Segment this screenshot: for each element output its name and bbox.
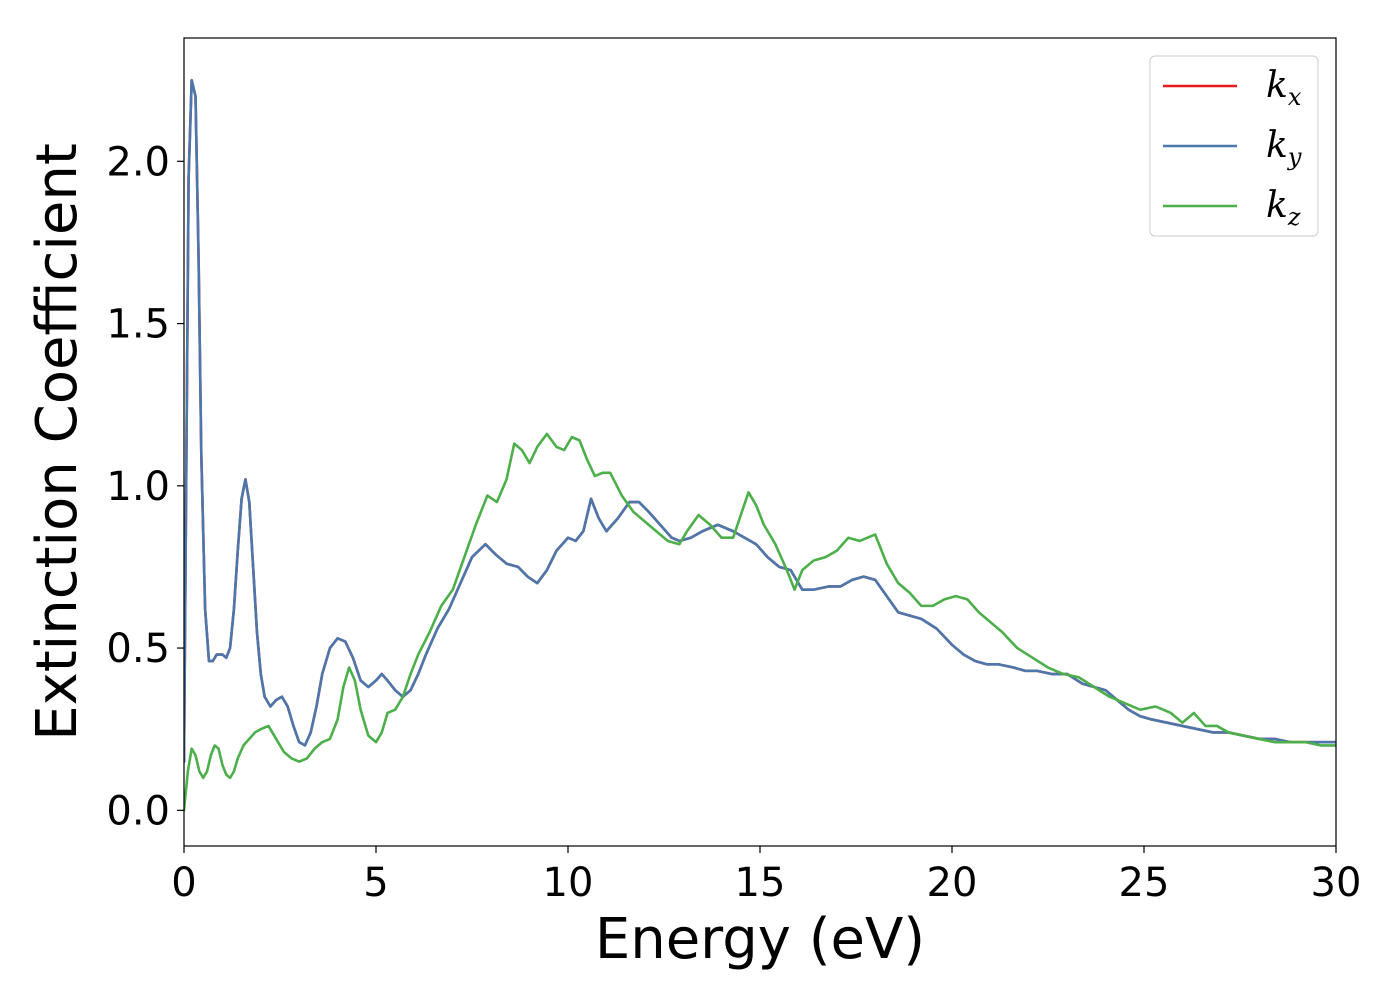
x-tick-label: 30 [1311,860,1362,906]
y-axis-title: Extinction Coefficient [25,143,90,741]
legend-label-x: kx [1266,65,1302,111]
y-tick-label: 0.5 [106,626,170,672]
series-line-z [184,432,1336,812]
y-axis: 0.0 0.5 1.0 1.5 2.0 [106,139,184,834]
y-tick-label: 0.0 [106,788,170,834]
legend: kx ky kz [1149,55,1319,237]
series-layer [184,78,1336,812]
x-axis-title: Energy (eV) [595,907,925,972]
legend-label-z: kz [1266,185,1301,231]
plot-area [184,38,1336,846]
x-tick-label: 5 [363,860,388,906]
y-tick-label: 1.5 [106,302,170,348]
y-tick-label: 1.0 [106,464,170,510]
x-tick-label: 25 [1119,860,1170,906]
x-axis: 0 5 10 15 20 25 30 [171,846,1361,906]
series-line-y [184,78,1336,763]
x-tick-label: 20 [927,860,978,906]
x-tick-label: 15 [735,860,786,906]
x-tick-label: 0 [171,860,196,906]
legend-label-y: ky [1266,125,1302,171]
x-tick-label: 10 [543,860,594,906]
y-tick-label: 2.0 [106,139,170,185]
